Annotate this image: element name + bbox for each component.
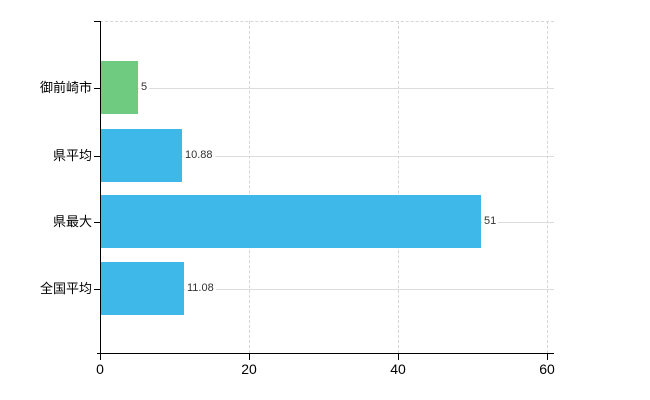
bar xyxy=(101,262,184,315)
category-tick xyxy=(94,289,100,290)
x-axis-tick xyxy=(100,353,101,360)
bar-value-label: 5 xyxy=(139,80,150,95)
x-tick-label: 60 xyxy=(539,361,555,377)
category-tick xyxy=(94,156,100,157)
bar-value-label: 51 xyxy=(482,214,499,229)
axis-top-tick xyxy=(94,21,100,22)
x-axis-tick xyxy=(249,353,250,360)
horizontal-gridline xyxy=(100,88,554,89)
y-axis xyxy=(100,21,101,353)
category-label: 御前崎市 xyxy=(39,80,92,95)
x-tick-label: 40 xyxy=(390,361,406,377)
plot-top-border xyxy=(100,21,554,22)
horizontal-gridline xyxy=(100,289,554,290)
vertical-gridline xyxy=(547,21,548,353)
category-tick xyxy=(94,88,100,89)
horizontal-gridline xyxy=(100,156,554,157)
vertical-gridline xyxy=(398,21,399,353)
x-axis xyxy=(97,353,554,354)
bar xyxy=(101,61,138,114)
category-label: 県最大 xyxy=(52,214,92,229)
vertical-gridline xyxy=(249,21,250,353)
bar xyxy=(101,129,182,182)
bar xyxy=(101,195,481,248)
x-axis-tick xyxy=(547,353,548,360)
x-tick-label: 20 xyxy=(241,361,257,377)
bar-value-label: 11.08 xyxy=(185,281,216,296)
category-label: 全国平均 xyxy=(39,281,92,296)
x-tick-label: 0 xyxy=(96,361,104,377)
x-axis-tick xyxy=(398,353,399,360)
category-tick xyxy=(94,222,100,223)
category-label: 県平均 xyxy=(52,148,92,163)
bar-value-label: 10.88 xyxy=(183,148,215,163)
